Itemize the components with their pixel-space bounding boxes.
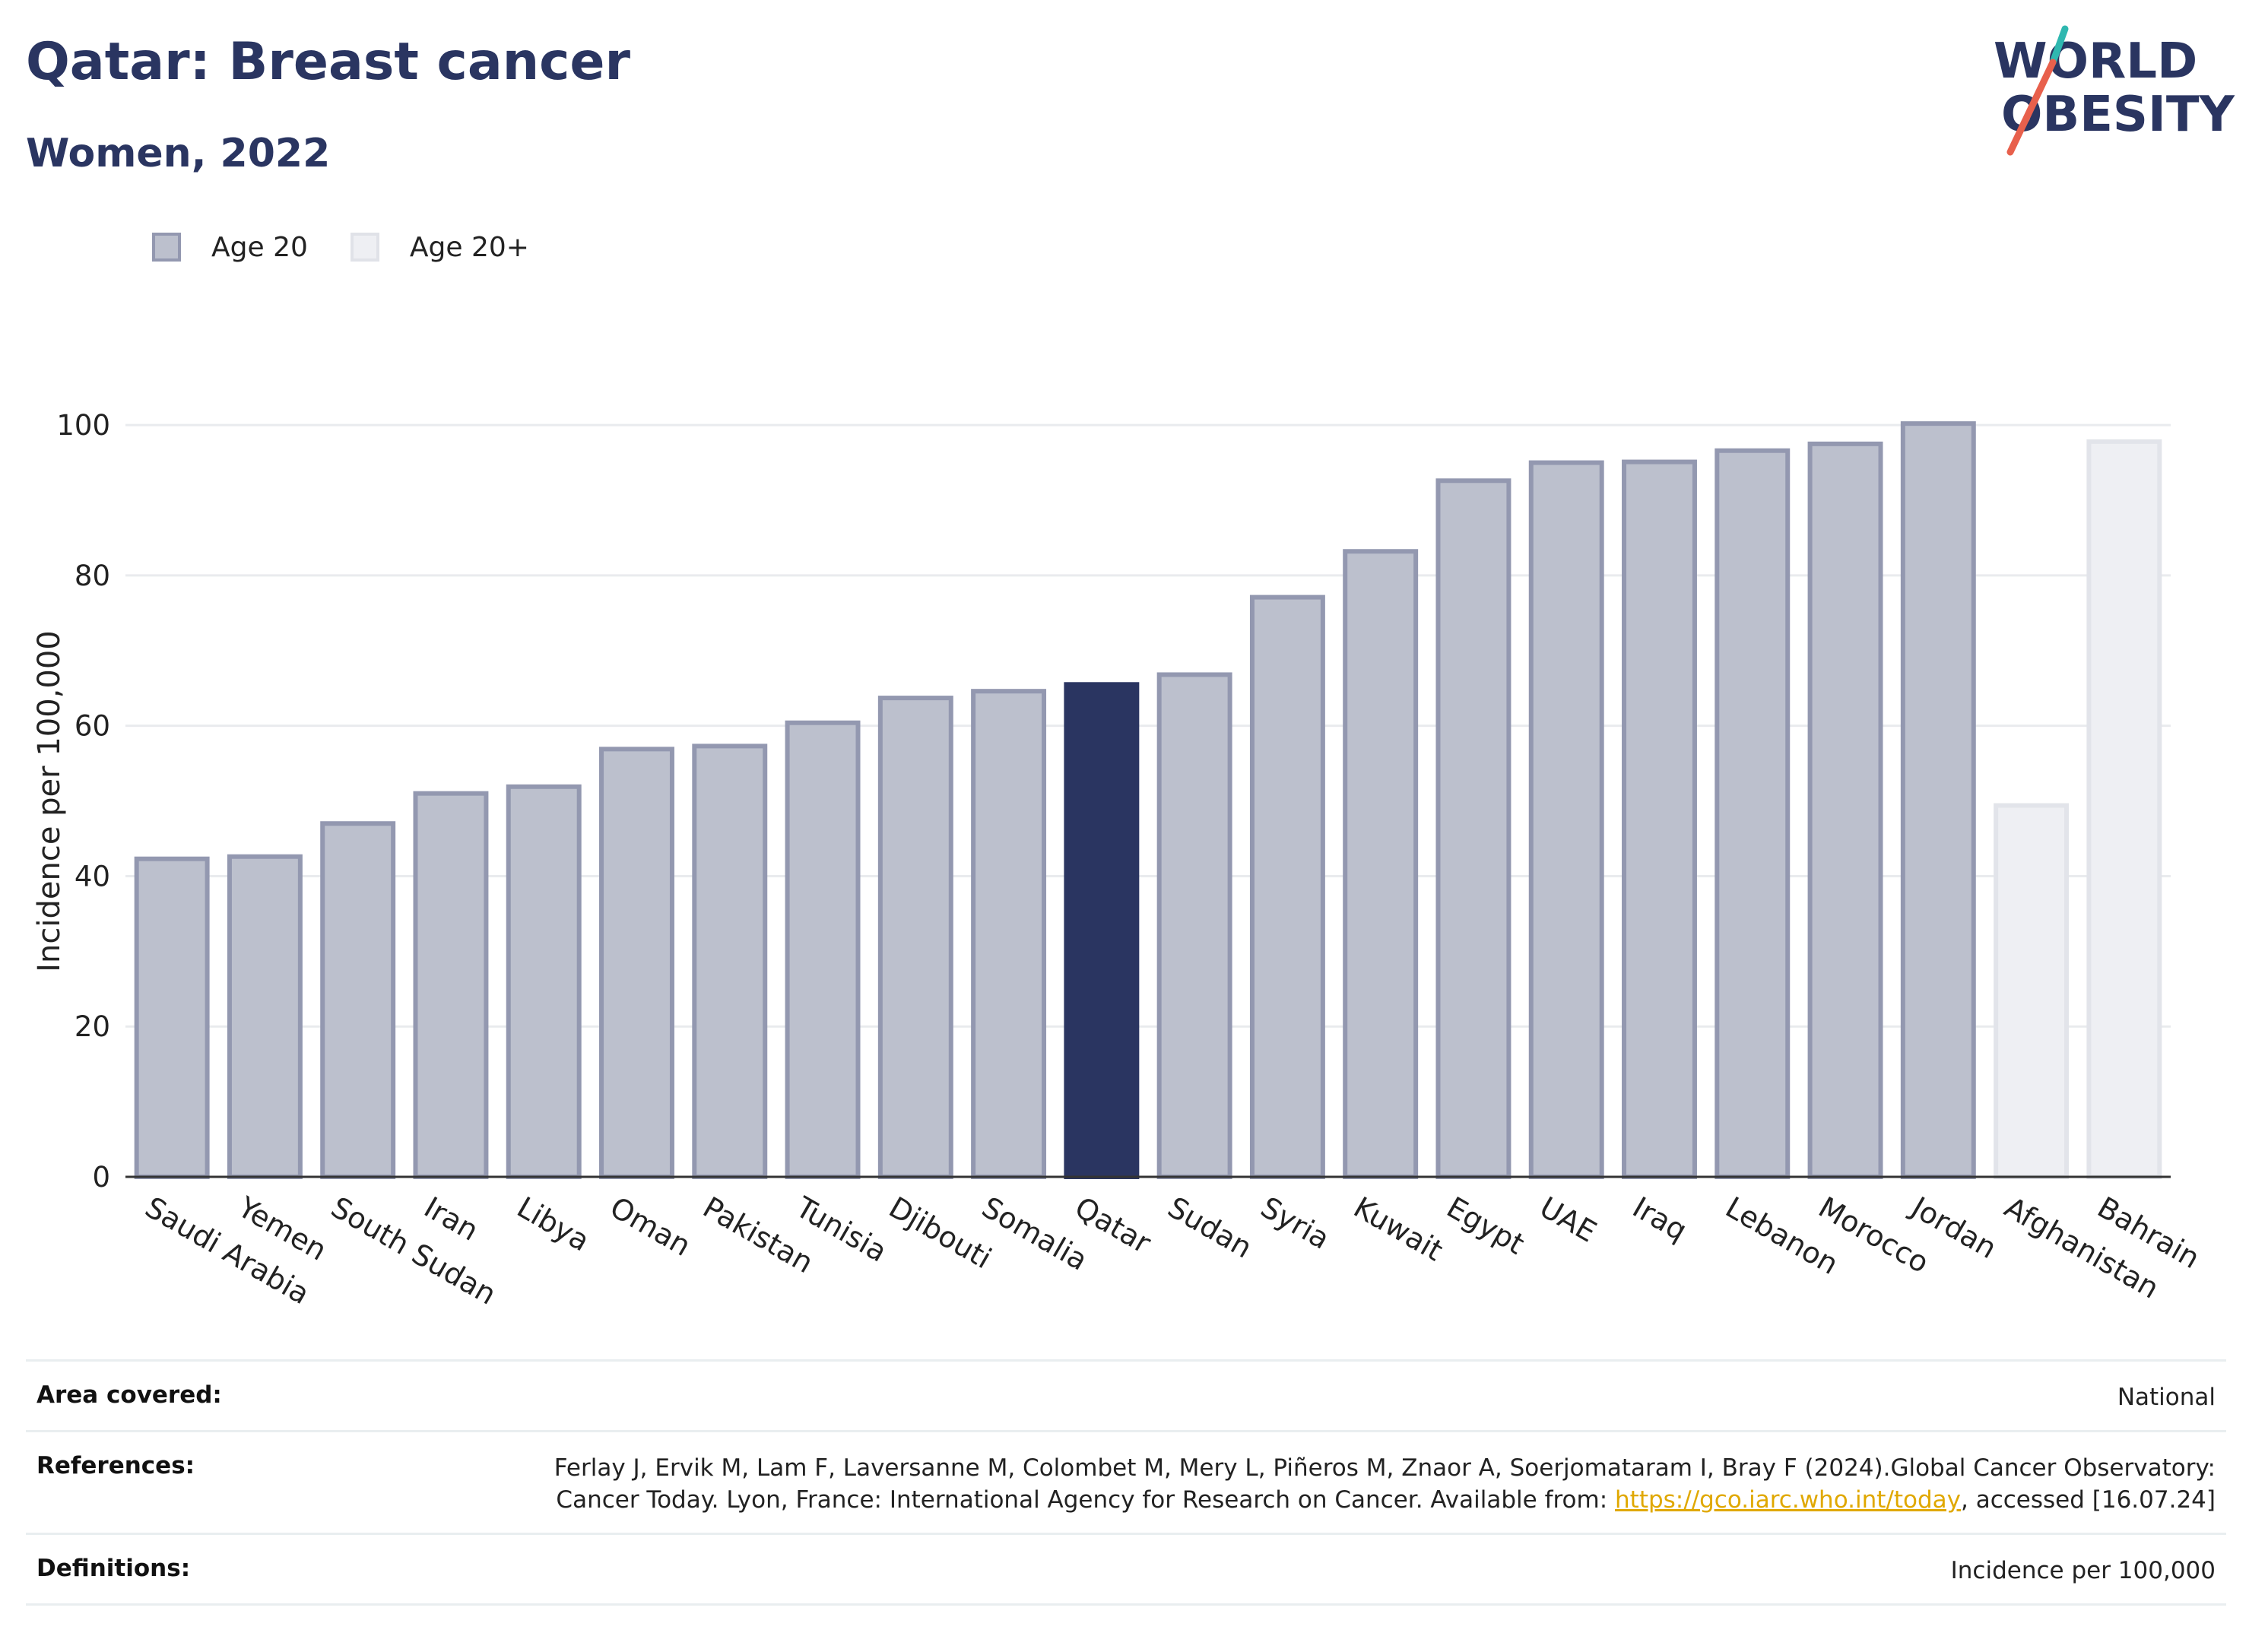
bar-yemen[interactable] [227,854,303,1179]
logo-line-1: WORLD [1994,33,2197,90]
y-tick-label: 0 [92,1161,110,1194]
x-tick-label: Syria [1255,1191,1335,1256]
bar-kuwait[interactable] [1343,549,1419,1179]
bar-djibouti[interactable] [877,696,953,1180]
bar-south-sudan[interactable] [320,821,396,1179]
logo-slash-teal [2049,25,2069,66]
logo-slash-red [2006,59,2057,156]
y-axis-ticks: 0 20 40 60 80 100 [56,409,110,1194]
bar-morocco[interactable] [1807,441,1883,1180]
meta-row-area: Area covered: National [26,1359,2226,1430]
references-link[interactable]: https://gco.iarc.who.int/today [1615,1486,1961,1514]
definitions-value: Incidence per 100,000 [1950,1557,2216,1584]
x-tick-label: Sudan [1163,1191,1258,1265]
x-tick-label: Oman [604,1191,696,1263]
meta-row-definitions: Definitions: Incidence per 100,000 [26,1533,2226,1606]
x-tick-label: Egypt [1441,1191,1530,1261]
y-tick-label: 20 [75,1010,110,1043]
references-text: Ferlay J, Ervik M, Lam F, Laversanne M, … [554,1454,2216,1514]
x-tick-label: South Sudan [325,1191,502,1311]
bar-sudan[interactable] [1156,672,1232,1179]
y-tick-label: 40 [75,860,110,893]
bars [134,421,2162,1180]
bar-afghanistan[interactable] [1994,803,2070,1179]
area-covered-value: National [2117,1384,2216,1411]
legend-item-age20plus[interactable]: Age 20+ [350,231,529,263]
bar-lebanon[interactable] [1715,448,1791,1179]
references-label: References: [36,1452,195,1479]
bar-syria[interactable] [1249,595,1325,1180]
references-value: Ferlay J, Ervik M, Lam F, Laversanne M, … [543,1452,2216,1516]
bar-oman[interactable] [599,747,674,1179]
bar-egypt[interactable] [1435,478,1511,1180]
bar-bahrain[interactable] [2086,439,2162,1180]
x-tick-label: Kuwait [1348,1191,1448,1268]
y-tick-label: 60 [75,710,110,743]
legend-swatch-age20plus [350,233,379,262]
bar-uae[interactable] [1528,460,1604,1180]
x-tick-label: Libya [512,1191,595,1258]
x-tick-label: Somalia [976,1191,1093,1277]
legend-label-age20: Age 20 [211,231,308,263]
bar-iraq[interactable] [1622,459,1697,1180]
bar-qatar[interactable] [1064,682,1140,1179]
bar-jordan[interactable] [1900,421,1976,1179]
bar-libya[interactable] [506,784,582,1179]
bar-iran[interactable] [413,791,489,1180]
x-tick-label: UAE [1534,1191,1602,1249]
legend-item-age20[interactable]: Age 20 [152,232,308,263]
bar-pakistan[interactable] [692,744,768,1179]
legend-swatch-age20 [152,233,181,262]
bar-saudi-arabia[interactable] [134,856,210,1179]
references-tail: , accessed [16.07.24] [1960,1486,2216,1514]
chart-title: Qatar: Breast cancer [26,32,631,92]
x-tick-label: Djibouti [883,1191,998,1276]
y-tick-label: 100 [56,409,110,442]
x-tick-label: Iran [418,1191,484,1248]
x-tick-label: Iraq [1627,1191,1692,1248]
world-obesity-logo: WORLD OBESITY [1994,25,2235,156]
legend-label-age20plus: Age 20+ [409,231,529,263]
definitions-label: Definitions: [36,1555,191,1582]
bar-somalia[interactable] [971,689,1047,1179]
y-axis-label: Incidence per 100,000 [32,630,67,972]
meta-row-references: References: Ferlay J, Ervik M, Lam F, La… [26,1430,2226,1533]
chart-legend: Age 20 Age 20+ [152,228,572,266]
y-tick-label: 80 [75,560,110,592]
area-covered-label: Area covered: [36,1381,222,1409]
bar-tunisia[interactable] [785,720,861,1179]
chart-subtitle: Women, 2022 [26,131,331,176]
metadata-table: Area covered: National References: Ferla… [26,1359,2226,1606]
